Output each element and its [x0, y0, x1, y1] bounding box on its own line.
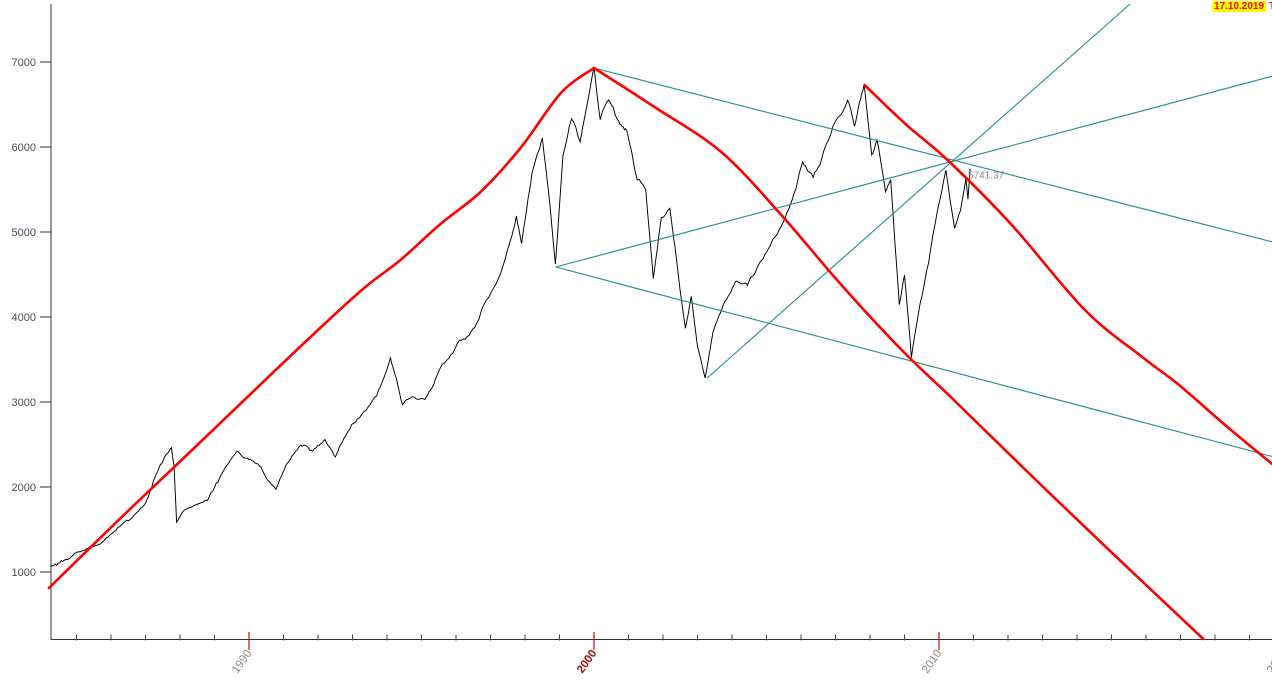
trendline-teal-resistance-from-2000-peak[interactable]: [593, 67, 1272, 243]
weekday-label: THU: [1269, 1, 1272, 12]
trendline-teal-megaphone-upper[interactable]: [555, 75, 1272, 268]
trendline-teal-fan-from-2003-low[interactable]: [706, 3, 1131, 379]
trendline-red-falling-channel[interactable]: [592, 66, 1205, 641]
fan-trendlines: [555, 3, 1272, 458]
price-series: [50, 67, 971, 567]
price-line: [50, 67, 971, 567]
y-tick-label: 3000: [12, 397, 36, 409]
y-tick-label: 2000: [12, 482, 36, 494]
y-tick-label: 7000: [12, 57, 36, 69]
decade-label: 2010: [920, 648, 945, 676]
y-tick-label: 1000: [12, 567, 36, 579]
y-tick-label: 4000: [12, 312, 36, 324]
channel-trendlines: [47, 66, 1272, 641]
decade-label: 2000: [575, 648, 600, 676]
decade-label: 1990: [230, 648, 255, 676]
trendline-teal-megaphone-lower[interactable]: [555, 266, 1272, 458]
y-tick-label: 5000: [12, 227, 36, 239]
trendline-red-bear-trend-2007[interactable]: [863, 83, 1272, 468]
date-label: 17.10.2019: [1212, 1, 1267, 12]
decade-label: 2020: [1265, 648, 1272, 676]
last-price-label: 5741.37: [968, 171, 1005, 182]
axis-layer: 7000 6000 5000 4000 3000 2000 1000 1990 2000 2010…: [12, 4, 1272, 676]
trendline-red-rising-channel[interactable]: [47, 66, 596, 590]
date-overlay: 17.10.2019THU: [1212, 1, 1272, 12]
y-tick-label: 6000: [12, 142, 36, 154]
